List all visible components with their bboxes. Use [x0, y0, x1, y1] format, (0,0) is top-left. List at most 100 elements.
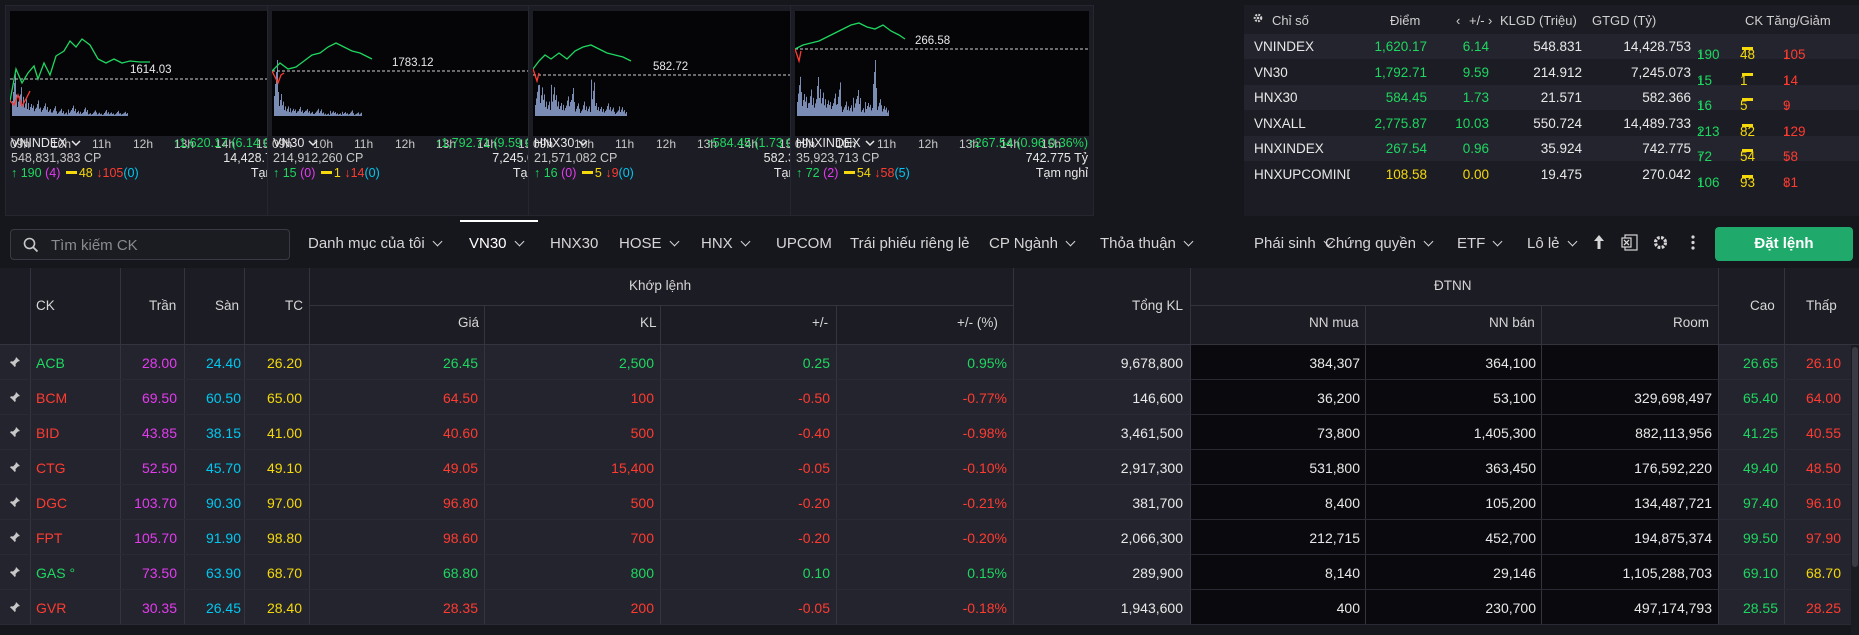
tab-phái-sinh[interactable]: Phái sinh	[1254, 235, 1334, 252]
tab-hose[interactable]: HOSE	[619, 235, 679, 252]
pin-icon[interactable]	[9, 461, 21, 473]
chevron-down-icon[interactable]	[308, 136, 318, 150]
ceiling-price: 103.70	[134, 495, 177, 511]
search-box[interactable]: Tìm kiếm CK	[10, 229, 290, 260]
tab-upcom[interactable]: UPCOM	[776, 235, 832, 252]
table-row[interactable]: FPT 105.70 91.90 98.80 98.60 700 -0.20 -…	[0, 520, 1859, 555]
col-price[interactable]: Giá	[458, 315, 480, 330]
chevron-down-icon[interactable]	[865, 136, 875, 150]
arrow-up-icon[interactable]	[1593, 234, 1605, 253]
reference-price: 98.80	[266, 530, 302, 546]
tab-chứng-quyền[interactable]: Chứng quyền	[1325, 235, 1434, 252]
index-row[interactable]: HNXINDEX 267.54 0.96 35.924 742.775 ↑ 72…	[1244, 136, 1859, 164]
index-turnover: 742.775 Tỷ	[1025, 151, 1088, 165]
vertical-scrollbar[interactable]	[1851, 345, 1859, 635]
ticker-symbol[interactable]: GVR	[36, 600, 67, 616]
pin-icon[interactable]	[9, 391, 21, 403]
excel-icon[interactable]	[1621, 234, 1638, 254]
table-row[interactable]: GVR 30.35 26.45 28.40 28.35 200 -0.05 -0…	[0, 590, 1859, 625]
tab-etf[interactable]: ETF	[1457, 235, 1503, 252]
pin-icon[interactable]	[9, 426, 21, 438]
col-low[interactable]: Thấp	[1806, 298, 1837, 313]
col-change[interactable]: +/-	[812, 315, 829, 330]
time-tick: 15h	[1041, 137, 1062, 151]
ticker-symbol[interactable]: GAS °	[36, 565, 76, 581]
pin-icon[interactable]	[9, 566, 21, 578]
tab-danh-mục-của-tôi[interactable]: Danh mục của tôi	[308, 235, 443, 252]
total-volume: 1,943,600	[1120, 600, 1183, 616]
col-floor[interactable]: Sàn	[215, 298, 240, 313]
col-room[interactable]: Room	[1673, 315, 1710, 330]
unchanged-count: 48	[1740, 47, 1756, 62]
search-input[interactable]: Tìm kiếm CK	[51, 237, 138, 254]
index-value: 1,792.71	[441, 136, 490, 150]
index-name[interactable]: VN30	[273, 136, 305, 150]
pin-icon[interactable]	[9, 531, 21, 543]
tab-trái-phiếu-riêng-lẻ[interactable]: Trái phiếu riêng lẻ	[850, 235, 970, 252]
ticker-symbol[interactable]: BCM	[36, 390, 68, 406]
table-row[interactable]: CTG 52.50 45.70 49.10 49.05 15,400 -0.05…	[0, 450, 1859, 485]
tab-lô-lẻ[interactable]: Lô lẻ	[1527, 235, 1577, 252]
foreign-sell: 363,450	[1485, 460, 1536, 476]
arrow-up-icon: ↑	[273, 166, 280, 180]
decliners: 9	[1783, 98, 1791, 113]
chevron-right-icon[interactable]: ›	[1488, 13, 1493, 28]
index-row[interactable]: HNXUPCOMINDE 108.58 0.00 19.475 270.042 …	[1244, 161, 1859, 190]
tab-cp-ngành[interactable]: CP Ngành	[989, 235, 1076, 252]
index-name: VNXALL	[1254, 115, 1306, 131]
tab-vn30[interactable]: VN30	[469, 235, 524, 252]
index-name[interactable]: HNX30	[534, 136, 575, 150]
col-ceiling[interactable]: Trần	[149, 298, 177, 313]
ticker-symbol[interactable]: BID	[36, 425, 60, 441]
more-icon[interactable]	[1690, 234, 1696, 254]
gear-icon[interactable]	[1252, 12, 1264, 27]
index-name[interactable]: VNINDEX	[11, 136, 67, 150]
advancers: 16	[543, 166, 558, 180]
col-total-volume[interactable]: Tổng KL	[1132, 298, 1184, 313]
tab-thỏa-thuận[interactable]: Thỏa thuận	[1100, 235, 1194, 252]
col-ck[interactable]: CK	[36, 298, 55, 313]
ticker-symbol[interactable]: FPT	[36, 530, 63, 546]
table-row[interactable]: GAS ° 73.50 63.90 68.70 68.80 800 0.10 0…	[0, 555, 1859, 590]
table-row[interactable]: BCM 69.50 60.50 65.00 64.50 100 -0.50 -0…	[0, 380, 1859, 415]
settings-icon[interactable]	[1652, 234, 1669, 254]
col-volume[interactable]: KL	[640, 315, 657, 330]
index-row[interactable]: HNX30 584.45 1.73 21.571 582.366 ↑ 16 5 …	[1244, 85, 1859, 113]
pin-icon[interactable]	[9, 496, 21, 508]
table-row[interactable]: BID 43.85 38.15 41.00 40.60 500 -0.40 -0…	[0, 415, 1859, 450]
index-name[interactable]: HNXINDEX	[796, 136, 861, 150]
col-high[interactable]: Cao	[1750, 298, 1775, 313]
col-foreign-sell[interactable]: NN bán	[1489, 315, 1535, 330]
decliners: 129	[1783, 123, 1806, 139]
chevron-down-icon[interactable]	[578, 136, 588, 150]
chevron-left-icon[interactable]: ‹	[1456, 13, 1461, 28]
index-point: 2,775.87	[1374, 115, 1427, 131]
index-row[interactable]: VN30 1,792.71 9.59 214.912 7,245.073 ↑ 1…	[1244, 59, 1859, 88]
tab-hnx[interactable]: HNX	[701, 235, 751, 252]
col-ref[interactable]: TC	[285, 298, 303, 313]
ticker-symbol[interactable]: CTG	[36, 460, 66, 476]
chevron-down-icon[interactable]	[71, 136, 81, 150]
pin-icon[interactable]	[9, 601, 21, 613]
index-row[interactable]: VNINDEX 1,620.17 6.14 548.831 14,428.753…	[1244, 34, 1859, 62]
ticker-symbol[interactable]: ACB	[36, 355, 65, 371]
match-price: 40.60	[442, 425, 478, 441]
ceiling-price: 69.50	[141, 390, 177, 406]
index-card-hnxindex[interactable]: 266.58 09h 10h 11h 12h 13h 14h 15h HNXINDEX ↑2…	[790, 5, 1094, 216]
table-row[interactable]: ACB 28.00 24.40 26.20 26.45 2,500 0.25 0…	[0, 345, 1859, 380]
table-row[interactable]: DGC 103.70 90.30 97.00 96.80 500 -0.20 -…	[0, 485, 1859, 520]
unchanged-marker	[1742, 47, 1753, 50]
place-order-button[interactable]: Đặt lệnh	[1715, 227, 1853, 261]
pin-icon[interactable]	[9, 356, 21, 368]
col-change-pct[interactable]: +/- (%)	[957, 315, 998, 330]
ticker-symbol[interactable]: DGC	[36, 495, 68, 511]
index-row[interactable]: VNXALL 2,775.87 10.03 550.724 14,489.733…	[1244, 110, 1859, 139]
reference-price: 68.70	[266, 565, 302, 581]
tab-hnx30[interactable]: HNX30	[550, 235, 598, 252]
foreign-room: 882,113,956	[1635, 425, 1712, 441]
chart-time-axis: 09h 10h 11h 12h 13h 14h 15h	[795, 137, 1089, 152]
col-foreign-buy[interactable]: NN mua	[1309, 315, 1359, 330]
